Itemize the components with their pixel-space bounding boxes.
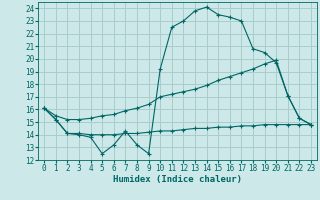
X-axis label: Humidex (Indice chaleur): Humidex (Indice chaleur) [113,175,242,184]
